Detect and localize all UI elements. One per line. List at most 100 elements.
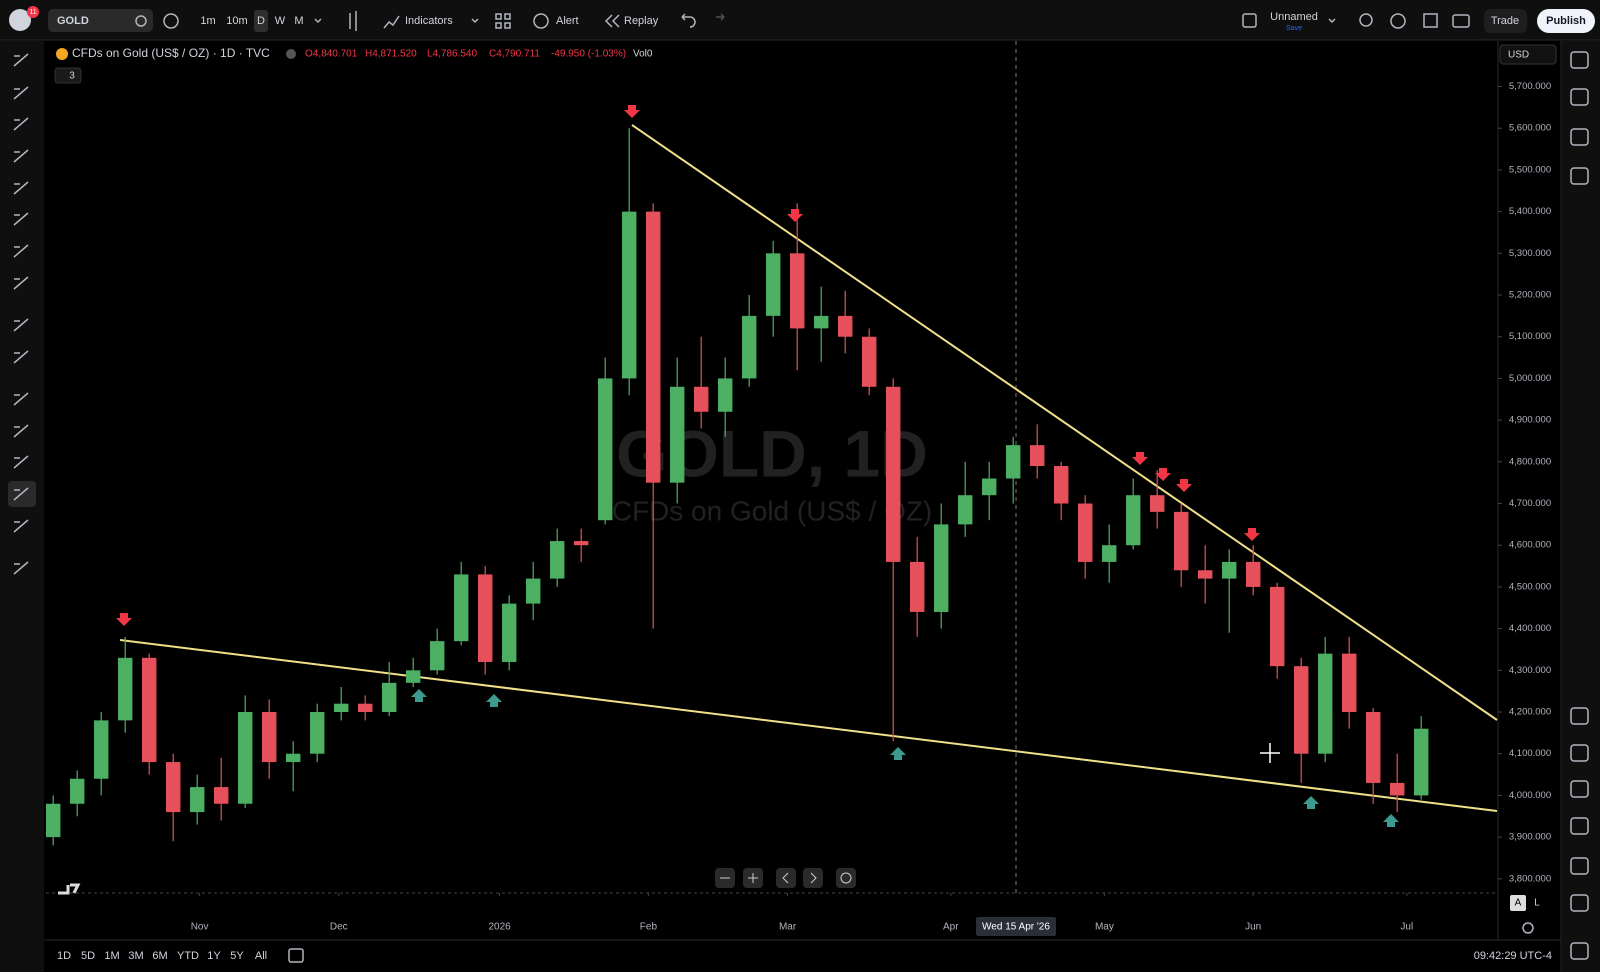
candle-body (46, 803, 61, 838)
indicators-button[interactable]: Indicators (405, 15, 453, 27)
scroll-right[interactable] (803, 868, 823, 888)
x-tick-label: Nov (191, 922, 209, 933)
sidebar-button[interactable] (1570, 894, 1589, 912)
tool-button[interactable] (13, 455, 29, 469)
range-button[interactable]: 5Y (230, 950, 244, 962)
currency: USD (1508, 50, 1529, 61)
sidebar-button[interactable] (1570, 128, 1589, 146)
interval[interactable]: M (294, 15, 303, 27)
candle-body (406, 670, 421, 683)
undo-button[interactable] (681, 13, 696, 28)
indicators-count: 3 (69, 71, 75, 82)
currency-button[interactable] (1499, 44, 1557, 65)
right-sidebar (1562, 41, 1600, 972)
reset-chart[interactable] (836, 868, 856, 888)
sidebar-button[interactable] (1570, 167, 1589, 185)
chart-type-button[interactable] (349, 11, 357, 31)
y-tick-label: 5,200.000 (1509, 290, 1551, 301)
snapshot-button[interactable] (1452, 14, 1470, 28)
legend-close: C4,790.711 (489, 49, 540, 60)
sidebar-button[interactable] (1570, 942, 1589, 960)
compare-button[interactable] (163, 13, 179, 29)
tool-button[interactable] (13, 424, 29, 438)
fullscreen-button[interactable] (1423, 13, 1438, 28)
range-button[interactable]: 1D (57, 950, 71, 962)
go-to-date[interactable] (288, 948, 304, 963)
tool-button[interactable] (13, 117, 29, 131)
range-button[interactable]: All (255, 950, 267, 962)
indicators-dropdown[interactable] (471, 18, 479, 24)
redo-button[interactable] (716, 13, 725, 21)
candle-body (622, 211, 637, 379)
tool-button[interactable] (13, 53, 29, 67)
tool-button[interactable] (13, 561, 29, 575)
templates-button[interactable] (495, 13, 511, 29)
timezone-settings[interactable] (1522, 922, 1534, 934)
range-button[interactable]: 6M (152, 950, 167, 962)
candle-body (142, 657, 157, 763)
alert-button[interactable]: Alert (556, 15, 579, 27)
tool-button[interactable] (13, 276, 29, 290)
settings-button[interactable] (1390, 13, 1406, 29)
candle-body (334, 703, 349, 713)
auto-scale-button[interactable]: A (1515, 898, 1522, 909)
candle-body (790, 253, 805, 329)
legend-open: O4,840.701 (305, 49, 358, 60)
sidebar-button[interactable] (1570, 857, 1589, 875)
indicators-toggle[interactable] (54, 67, 82, 84)
trade-button[interactable]: Trade (1491, 15, 1519, 27)
buy-arrow (486, 694, 502, 707)
tool-button[interactable] (13, 350, 29, 364)
tool-button[interactable] (13, 86, 29, 100)
tool-button[interactable] (13, 392, 29, 406)
tool-button[interactable] (13, 519, 29, 533)
candle-body (190, 787, 205, 813)
interval-dropdown[interactable] (314, 18, 322, 24)
range-button[interactable]: 3M (128, 950, 143, 962)
tool-button[interactable] (13, 149, 29, 163)
sell-arrow (787, 209, 803, 222)
sidebar-button[interactable] (1570, 88, 1589, 106)
range-button[interactable]: YTD (177, 950, 199, 962)
range-button[interactable]: 1Y (207, 950, 221, 962)
trendline-lower[interactable] (119, 639, 1498, 812)
sell-arrow (624, 105, 640, 118)
candle-body (118, 657, 133, 721)
crosshair-date-bg (976, 917, 1056, 936)
tool-button[interactable] (13, 318, 29, 332)
tool-button[interactable] (13, 181, 29, 195)
candle-body (238, 712, 253, 804)
user-avatar[interactable] (9, 9, 31, 31)
log-scale-button[interactable]: L (1534, 898, 1540, 909)
sell-arrow (116, 613, 132, 626)
interval[interactable]: 10m (226, 15, 247, 27)
tool-button[interactable] (13, 244, 29, 258)
sidebar-button[interactable] (1570, 780, 1589, 798)
candle-body (1126, 495, 1141, 546)
sidebar-button[interactable] (1570, 707, 1589, 725)
quick-search[interactable] (1359, 13, 1373, 27)
candle-body (94, 720, 109, 779)
save-status[interactable]: Save (1286, 25, 1302, 32)
sidebar-button[interactable] (1570, 744, 1589, 762)
range-button[interactable]: 1M (104, 950, 119, 962)
interval[interactable]: 1m (200, 15, 215, 27)
x-tick-label: 2026 (488, 922, 511, 933)
tool-button[interactable] (13, 487, 29, 501)
range-button[interactable]: 5D (81, 950, 95, 962)
interval[interactable]: W (275, 15, 286, 27)
y-tick-label: 5,500.000 (1509, 164, 1551, 175)
publish-button[interactable]: Publish (1546, 15, 1586, 27)
sidebar-button[interactable] (1570, 817, 1589, 835)
layout-checkbox[interactable] (1242, 13, 1257, 28)
layout-name[interactable]: Unnamed (1270, 11, 1318, 23)
scroll-left[interactable] (776, 868, 796, 888)
sidebar-button[interactable] (1570, 51, 1589, 69)
layout-dropdown[interactable] (1328, 18, 1336, 24)
replay-button[interactable]: Replay (624, 15, 659, 27)
symbol-search[interactable] (48, 9, 153, 32)
interval[interactable]: D (257, 15, 265, 27)
tool-button[interactable] (13, 212, 29, 226)
trendline-upper[interactable] (631, 124, 1498, 721)
x-tick-label: Mar (779, 922, 797, 933)
